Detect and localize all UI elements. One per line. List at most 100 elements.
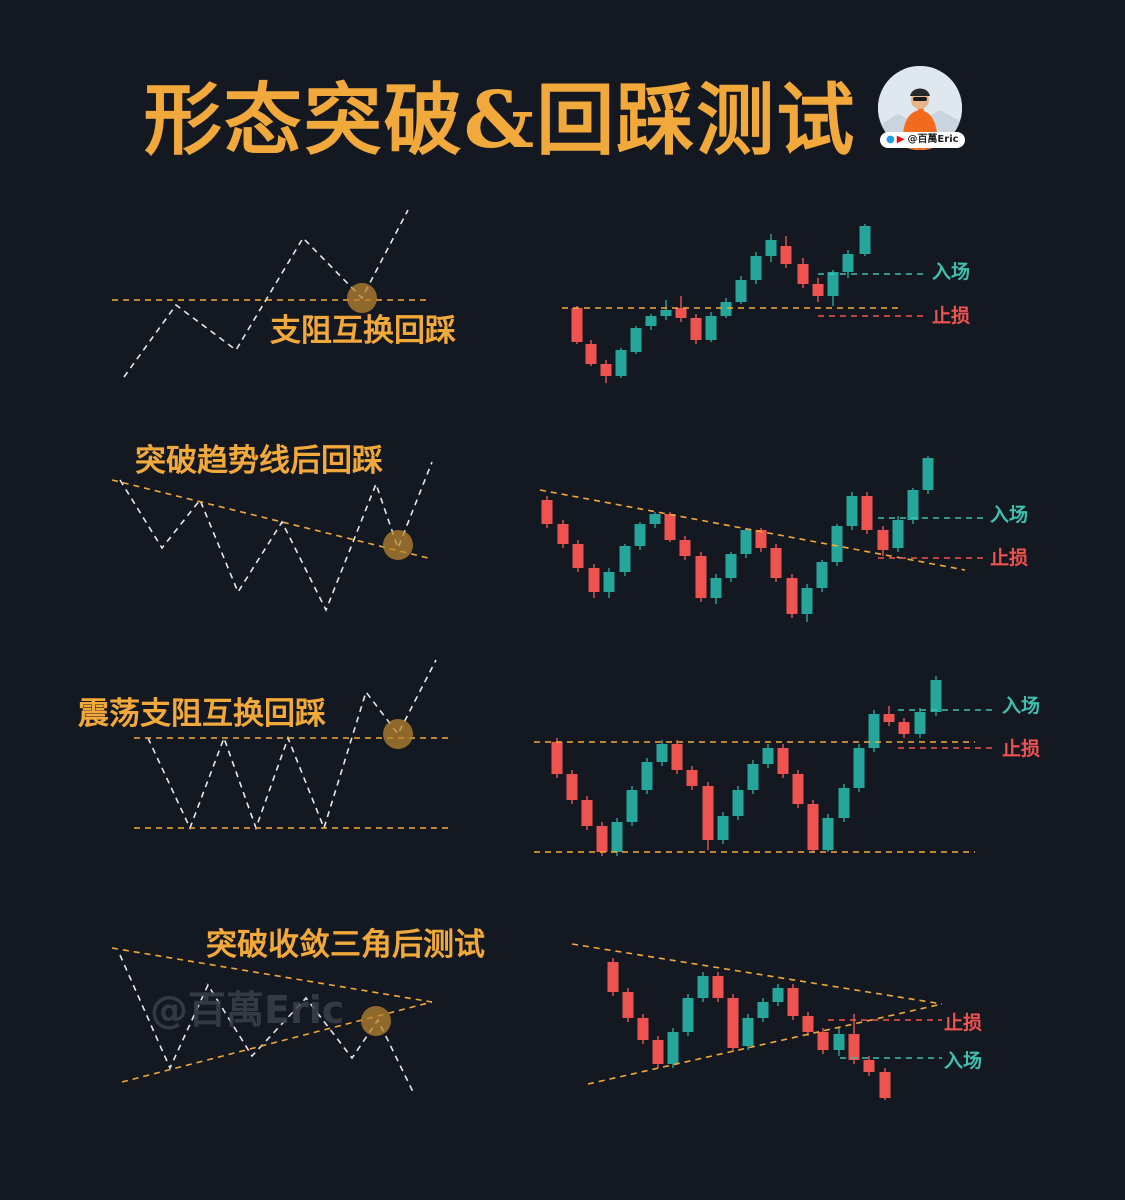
author-handle: @百萬Eric [907, 134, 959, 145]
panel-1-candle-1 [571, 308, 583, 342]
panel-4-candle-17 [848, 1034, 860, 1060]
panel-3-candle-1 [551, 742, 563, 774]
panel-2-trend-line [111, 479, 429, 559]
panel-2-candle-18 [801, 588, 813, 614]
panel-2-candle-25 [907, 490, 919, 520]
panel-2-candle-3 [572, 544, 584, 568]
panel-4-candle-9 [727, 998, 739, 1048]
panel-2-candle-2 [557, 524, 569, 544]
panel-3-candle-5 [611, 822, 623, 852]
panel-3-candle-2 [566, 774, 578, 800]
panel-2-candle-6 [619, 546, 631, 572]
panel-3-candle-23 [883, 714, 895, 722]
panel-4-candle-19 [879, 1072, 891, 1098]
panel-1-candle-10 [705, 316, 717, 340]
panel-4-candle-11 [757, 1002, 769, 1018]
panel-2-candle-13 [725, 554, 737, 578]
panel-3-candle-18 [807, 804, 819, 850]
panel-3-candle-8 [656, 744, 668, 762]
panel-3-candle-21 [853, 748, 865, 788]
panel-1-candle-20 [859, 226, 871, 254]
panel-1-candle-12 [735, 280, 747, 302]
panel-3-candle-24 [898, 722, 910, 734]
panel-3-entry-label: 入场 [1002, 695, 1040, 717]
panel-4-triangle-upper [571, 943, 943, 1005]
panel-1-candle-9 [690, 318, 702, 340]
panel-4-candle-2 [622, 992, 634, 1018]
panel-1-candle-18 [827, 272, 839, 296]
panel-4-candle-15 [817, 1032, 829, 1050]
panel-4-candle-7 [697, 976, 709, 998]
panel-4-candle-1 [607, 962, 619, 992]
panel-3-candle-13 [732, 790, 744, 816]
panel-3-candle-16 [777, 748, 789, 774]
panel-1-candle-13 [750, 256, 762, 280]
panel-1-candle-19 [842, 254, 854, 272]
panel-3-candle-6 [626, 790, 638, 822]
panel-2-candle-11 [695, 556, 707, 598]
panel-2-label: 突破趋势线后回踩 [135, 443, 383, 479]
panel-2-stop-label: 止损 [990, 547, 1028, 569]
watermark: @百萬Eric [150, 988, 344, 1032]
panel-4-candle-3 [637, 1018, 649, 1040]
panel-3-candle-3 [581, 800, 593, 826]
panel-2-candle-23 [877, 530, 889, 550]
panel-4-candle-4 [652, 1040, 664, 1064]
panel-1-candle-14 [765, 240, 777, 256]
author-handle-badge: ● ▶ @百萬Eric [880, 132, 965, 148]
panel-3-retest-marker [383, 719, 413, 749]
panel-3-candle-10 [686, 770, 698, 786]
panel-4-candle-13 [787, 988, 799, 1016]
panel-2-retest-marker [383, 530, 413, 560]
panel-2-candle-22 [861, 496, 873, 530]
panel-3-candle-7 [641, 762, 653, 790]
panel-1-candle-6 [645, 316, 657, 326]
panel-2-candle-17 [786, 578, 798, 614]
panel-4-stop-label: 止损 [944, 1012, 982, 1034]
panel-4-candle-8 [712, 976, 724, 998]
panel-2-entry-label: 入场 [990, 504, 1028, 526]
panel-2-candle-24 [892, 520, 904, 548]
panel-2-candle-16 [770, 548, 782, 578]
twitter-icon: ● [886, 134, 895, 145]
panel-2-candle-21 [846, 496, 858, 526]
panel-3-stop-label: 止损 [1002, 738, 1040, 760]
youtube-icon: ▶ [896, 134, 905, 145]
panel-2-candle-1 [541, 500, 553, 524]
panel-3-candle-20 [838, 788, 850, 818]
panel-4-candle-12 [772, 988, 784, 1002]
panel-2-candle-5 [603, 572, 615, 592]
panel-1-candle-15 [780, 246, 792, 264]
panel-1-candle-3 [600, 364, 612, 376]
panel-1-candle-17 [812, 284, 824, 296]
panel-2-candle-12 [710, 578, 722, 598]
panel-1-candle-11 [720, 302, 732, 316]
panel-4-candle-6 [682, 998, 694, 1032]
panel-1-retest-marker [347, 283, 377, 313]
panel-1-entry-label: 入场 [932, 261, 970, 283]
panel-2-candle-8 [649, 514, 661, 524]
panel-3-candle-22 [868, 714, 880, 748]
panel-3-label: 震荡支阻互换回踩 [78, 696, 326, 732]
panel-1-candle-8 [675, 308, 687, 318]
panel-2-candle-20 [831, 526, 843, 562]
panel-2-candle-10 [679, 540, 691, 556]
panel-1-stop-label: 止损 [932, 305, 970, 327]
panel-4-candle-14 [802, 1016, 814, 1032]
panel-1-candle-7 [660, 310, 672, 316]
panel-2-zigzag [119, 461, 433, 612]
panel-3-candle-4 [596, 826, 608, 852]
panel-2-candle-14 [740, 530, 752, 554]
panel-1-candle-4 [615, 350, 627, 376]
page-title: 形态突破&回踩测试 [143, 75, 857, 166]
panel-2-candle-7 [634, 524, 646, 546]
panel-3-candle-17 [792, 774, 804, 804]
panel-1-label: 支阻互换回踩 [270, 313, 456, 349]
panel-3-candle-14 [747, 764, 759, 790]
panel-4-candle-10 [742, 1018, 754, 1046]
panel-4-retest-marker [361, 1006, 391, 1036]
panel-4-candle-5 [667, 1032, 679, 1064]
panel-2-candle-9 [664, 514, 676, 540]
panel-3-candle-26 [930, 680, 942, 712]
